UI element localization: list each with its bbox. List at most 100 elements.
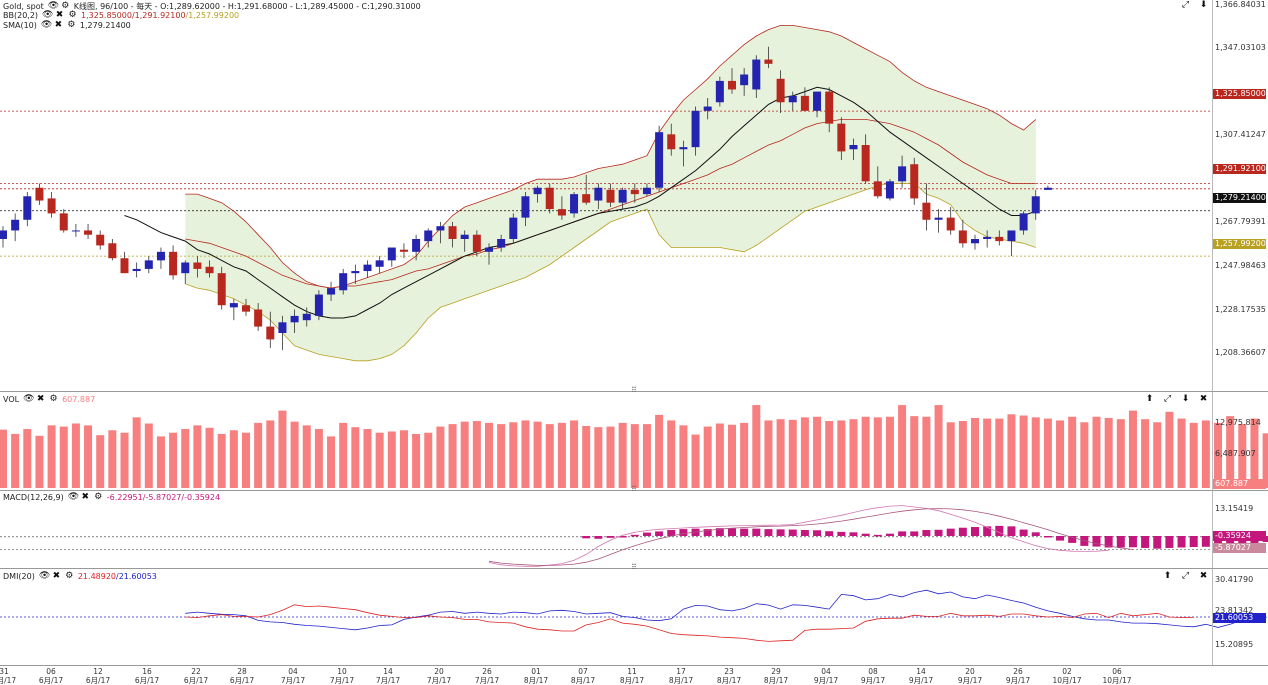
macd-chart[interactable]	[0, 491, 1268, 568]
close-icon[interactable]: ✖	[36, 394, 45, 404]
eye-icon[interactable]: 👁	[67, 492, 80, 502]
volume-bar	[642, 424, 651, 488]
x-axis-tick: 23 8月/17	[714, 667, 744, 685]
macd-histogram-bar	[618, 536, 627, 538]
volume-bar	[363, 429, 372, 488]
close-icon[interactable]: ✖	[1199, 571, 1208, 581]
macd-histogram-bar	[582, 536, 591, 539]
x-tick-day: 10	[337, 667, 347, 676]
x-tick-month: 9月/17	[908, 676, 934, 685]
candle-body	[958, 230, 967, 244]
x-tick-month: 7月/17	[474, 676, 500, 685]
volume-bar	[1092, 416, 1101, 488]
arrow-down-icon[interactable]: ⬇	[1199, 0, 1208, 10]
pane-divider[interactable]	[0, 490, 1268, 491]
candle-body	[448, 226, 457, 239]
x-axis-tick: 26 7月/17	[472, 667, 502, 685]
candle-body	[290, 315, 299, 323]
expand-icon[interactable]: ⤢	[1163, 394, 1172, 404]
dmi-plus-line	[185, 589, 1267, 631]
close-icon[interactable]: ✖	[52, 571, 61, 581]
volume-bar	[934, 405, 943, 488]
candle-body	[169, 251, 178, 276]
dmi-chart[interactable]	[0, 569, 1268, 665]
y-tick: 30.41790	[1215, 575, 1254, 584]
resize-handle-icon[interactable]: ⠿	[631, 386, 637, 395]
eye-icon[interactable]: 👁	[42, 10, 54, 20]
gear-icon[interactable]: ⚙	[67, 20, 76, 30]
volume-bar	[424, 432, 433, 488]
candle-body	[497, 239, 506, 248]
macd-histogram-bar	[740, 528, 749, 536]
macd-histogram-bar	[691, 528, 700, 536]
close-icon[interactable]: ✖	[55, 10, 64, 20]
gear-icon[interactable]: ⚙	[49, 394, 58, 404]
eye-icon[interactable]: 👁	[40, 20, 53, 30]
candlestick-chart[interactable]	[0, 0, 1268, 391]
macd-pane[interactable]: MACD(12,26,9) 👁 ✖ ⚙ -6.22951/-5.87027/-0…	[0, 491, 1268, 568]
volume-bar	[594, 427, 603, 488]
arrow-down-icon[interactable]: ⬇	[1181, 394, 1190, 404]
expand-icon[interactable]: ⤢	[1181, 571, 1190, 581]
candle-body	[71, 230, 80, 232]
resize-handle-icon[interactable]: ⠿	[631, 485, 637, 494]
macd-histogram-bar	[1214, 536, 1222, 547]
close-icon[interactable]: ✖	[81, 492, 90, 502]
candle-body	[630, 189, 639, 195]
volume-bar	[788, 419, 797, 488]
volume-bar	[169, 432, 178, 488]
x-axis-tick: 28 6月/17	[227, 667, 257, 685]
vol-tag: 607.887	[1213, 479, 1266, 489]
gear-icon[interactable]: ⚙	[65, 571, 74, 581]
dmi-pane[interactable]: DMI(20) 👁 ✖ ⚙ 21.48920/21.60053 ⬆ ⤢ ✖ 30…	[0, 569, 1268, 665]
dmi-minus-line	[185, 604, 1194, 642]
gear-icon[interactable]: ⚙	[68, 10, 77, 20]
pane-divider[interactable]	[0, 391, 1268, 392]
x-tick-month: 6月/17	[134, 676, 160, 685]
macd-histogram-bar	[873, 534, 882, 537]
pane-divider[interactable]	[0, 568, 1268, 569]
eye-icon[interactable]: 👁	[23, 394, 35, 404]
close-icon[interactable]: ✖	[54, 20, 63, 30]
y-axis-line	[1212, 392, 1213, 490]
x-tick-day: 20	[434, 667, 444, 676]
volume-chart[interactable]	[0, 392, 1268, 490]
macd-histogram-bar	[1141, 536, 1150, 548]
macd-histogram-bar	[898, 531, 907, 536]
volume-bar	[898, 405, 907, 488]
arrow-up-icon[interactable]: ⬆	[1145, 394, 1154, 404]
volume-bar	[655, 414, 664, 488]
instrument-title: Gold, spot	[3, 2, 44, 11]
x-axis-tick: 08 9月/17	[858, 667, 888, 685]
volume-bar	[59, 426, 68, 488]
arrow-up-icon[interactable]: ⬆	[1163, 571, 1172, 581]
macd-histogram-bar	[934, 529, 943, 536]
x-tick-month: 8月/17	[668, 676, 694, 685]
volume-bar	[1007, 414, 1016, 488]
macd-line	[488, 505, 1109, 567]
x-tick-day: 26	[482, 667, 492, 676]
resize-handle-icon[interactable]: ⠿	[631, 563, 637, 572]
macd-histogram-bar	[1153, 536, 1162, 549]
eye-icon[interactable]: 👁	[38, 571, 51, 581]
bb-lower-value: /1,257.99200	[185, 11, 240, 20]
close-icon[interactable]: ✖	[1199, 394, 1208, 404]
gear-icon[interactable]: ⚙	[61, 1, 70, 11]
main-chart-pane[interactable]: Gold, spot 👁 ⚙ K线图, 96/100 - 每天 - O:1,28…	[0, 0, 1268, 391]
expand-icon[interactable]: ⤢	[1181, 0, 1190, 10]
candle-body	[339, 273, 348, 291]
macd-histogram-bar	[958, 527, 967, 536]
x-axis-tick: 20 7月/17	[424, 667, 454, 685]
volume-pane[interactable]: VOL 👁 ✖ ⚙ 607.887 ⬆ ⤢ ⬇ ✖ 12,975.814 6,4…	[0, 392, 1268, 490]
x-tick-month: 9月/17	[957, 676, 983, 685]
eye-icon[interactable]: 👁	[47, 1, 60, 11]
volume-bar	[1214, 422, 1222, 488]
candle-body	[35, 187, 44, 201]
volume-bar	[1080, 422, 1089, 488]
candle-body	[217, 273, 226, 306]
gear-icon[interactable]: ⚙	[94, 492, 103, 502]
candle-body	[825, 91, 834, 124]
macd-histogram-bar	[1189, 536, 1198, 548]
y-tick: 1,347.03103	[1215, 43, 1266, 52]
candle-body	[1031, 196, 1040, 214]
